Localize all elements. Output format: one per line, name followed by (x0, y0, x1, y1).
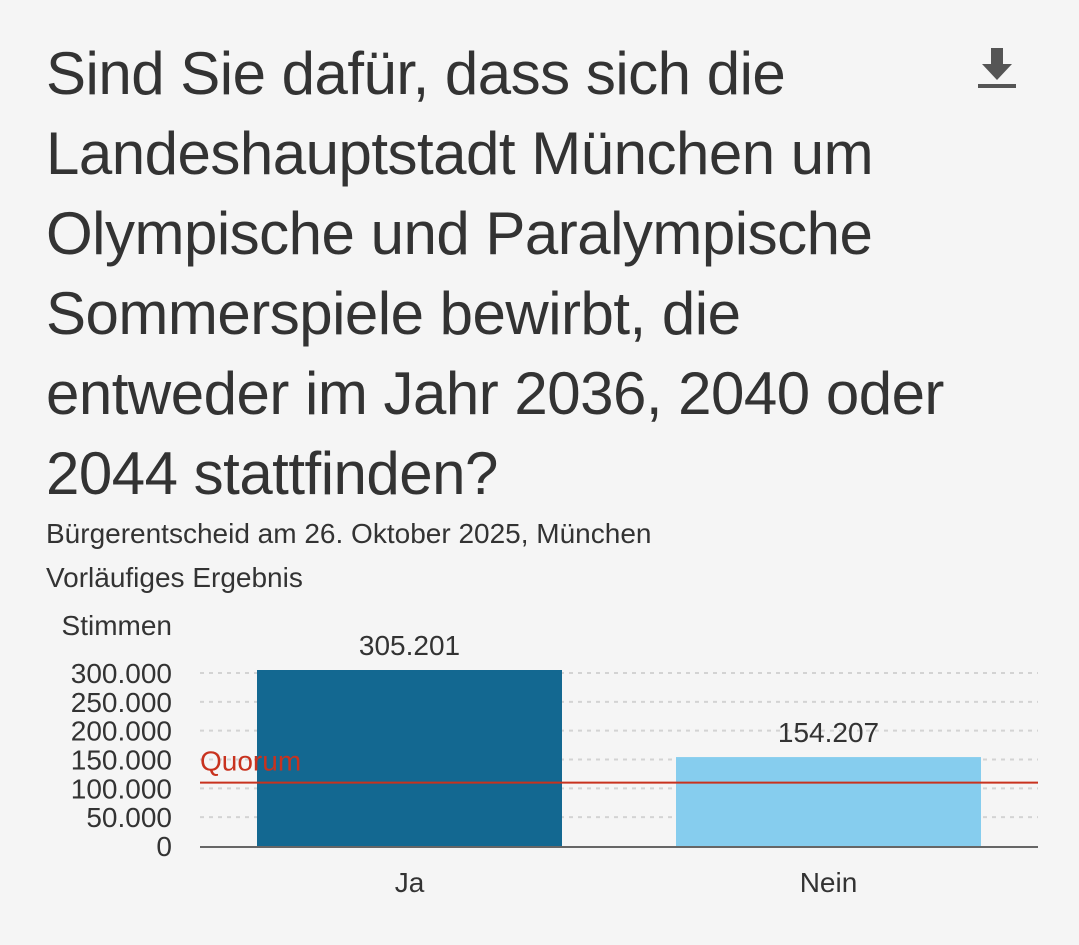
download-icon[interactable] (974, 44, 1020, 90)
y-tick-label-3: 150.000 (71, 745, 172, 776)
x-tick-label-ja: Ja (395, 867, 425, 898)
chart-title: Sind Sie dafür, dass sich die Landeshaup… (46, 40, 944, 507)
data-label-ja: 305.201 (359, 630, 460, 661)
bar-ja (257, 670, 562, 846)
y-tick-label-4: 200.000 (71, 716, 172, 747)
bar-chart: Stimmen 050.000100.000150.000200.000250.0… (62, 610, 1038, 898)
chart-subtitle: Bürgerentscheid am 26. Oktober 2025, Mün… (46, 512, 651, 600)
bar-nein (676, 757, 981, 846)
quorum-label: Quorum (200, 746, 301, 777)
subtitle-line-1: Bürgerentscheid am 26. Oktober 2025, Mün… (46, 518, 652, 549)
subtitle-line-2: Vorläufiges Ergebnis (46, 562, 303, 593)
y-tick-label-6: 300.000 (71, 658, 172, 689)
y-tick-label-2: 100.000 (71, 773, 172, 804)
x-tick-label-nein: Nein (800, 867, 858, 898)
y-tick-label-5: 250.000 (71, 687, 172, 718)
y-tick-label-1: 50.000 (86, 802, 172, 833)
data-label-nein: 154.207 (778, 717, 879, 748)
y-tick-label-0: 0 (156, 831, 172, 862)
y-axis-title: Stimmen (62, 610, 172, 641)
